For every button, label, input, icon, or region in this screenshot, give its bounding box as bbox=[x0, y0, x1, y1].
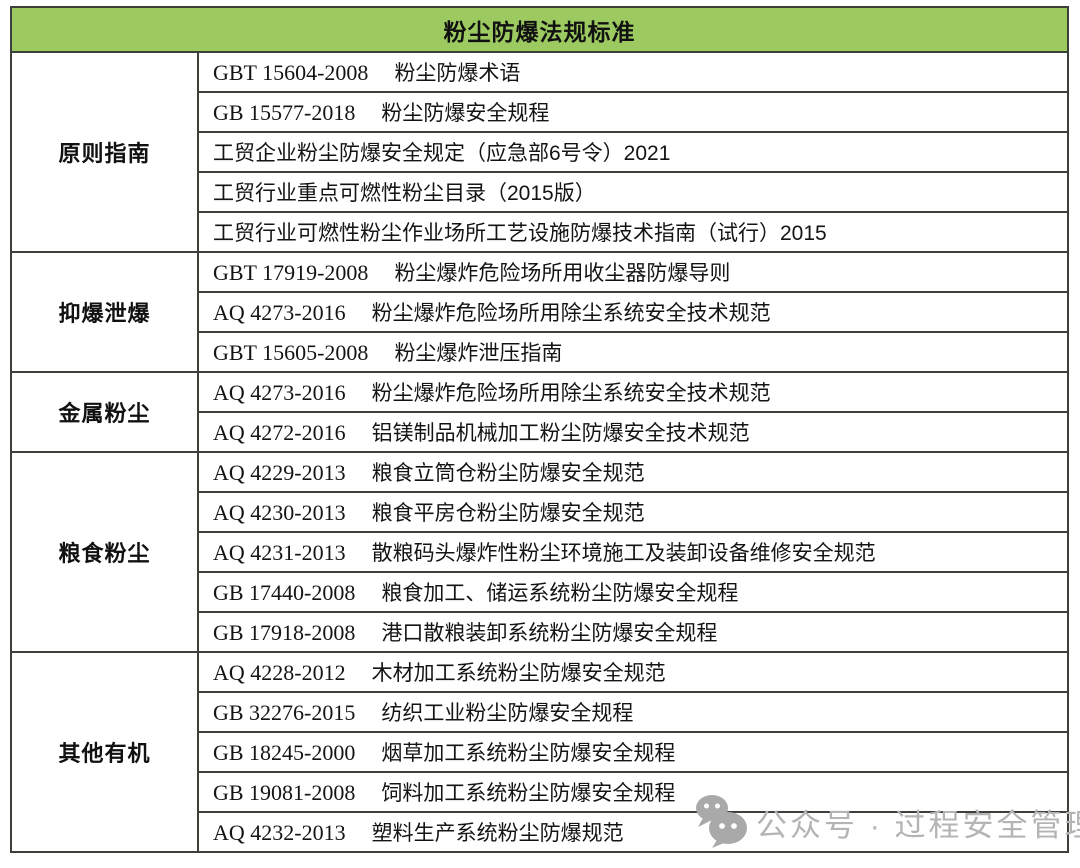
regulation-name: 饲料加工系统粉尘防爆安全规程 bbox=[381, 782, 676, 805]
regulation-name: 木材加工系统粉尘防爆安全规范 bbox=[371, 662, 666, 685]
regulation-code: GBT 15605-2008 bbox=[213, 340, 369, 365]
regulation-code: AQ 4230-2013 bbox=[213, 500, 346, 525]
regulation-code: GBT 15604-2008 bbox=[213, 60, 369, 85]
table-row: 工贸行业可燃性粉尘作业场所工艺设施防爆技术指南（试行）2015 bbox=[11, 211, 1069, 253]
regulation-name: 粮食平房仓粉尘防爆安全规范 bbox=[371, 502, 645, 525]
category-cell-organic: 其他有机 bbox=[10, 651, 199, 853]
regulation-code: GBT 17919-2008 bbox=[213, 260, 369, 285]
regulation-cell: AQ 4273-2016 粉尘爆炸危险场所用除尘系统安全技术规范 bbox=[197, 371, 1069, 413]
regulation-code: AQ 4231-2013 bbox=[213, 540, 346, 565]
regulation-code: GB 17918-2008 bbox=[213, 620, 356, 645]
regulation-name: 纺织工业粉尘防爆安全规程 bbox=[381, 702, 634, 725]
regulation-name: 烟草加工系统粉尘防爆安全规程 bbox=[381, 742, 676, 765]
regulation-name: 粉尘防爆术语 bbox=[394, 62, 521, 85]
table-row: AQ 4273-2016 粉尘爆炸危险场所用除尘系统安全技术规范 bbox=[11, 291, 1069, 333]
regulation-name: 塑料生产系统粉尘防爆规范 bbox=[371, 822, 624, 845]
category-cell-suppression: 抑爆泄爆 bbox=[10, 251, 199, 373]
regulation-name: 工贸企业粉尘防爆安全规定（应急部6号令）2021 bbox=[213, 142, 671, 165]
table-row: GB 17918-2008 港口散粮装卸系统粉尘防爆安全规程 bbox=[11, 611, 1069, 653]
regulation-name: 粉尘爆炸泄压指南 bbox=[394, 342, 563, 365]
regulation-cell: GB 19081-2008 饲料加工系统粉尘防爆安全规程 bbox=[197, 771, 1069, 813]
table-row: 工贸行业重点可燃性粉尘目录（2015版） bbox=[11, 171, 1069, 213]
regulation-cell: AQ 4273-2016 粉尘爆炸危险场所用除尘系统安全技术规范 bbox=[197, 291, 1069, 333]
regulation-cell: GB 32276-2015 纺织工业粉尘防爆安全规程 bbox=[197, 691, 1069, 733]
regulation-cell: AQ 4228-2012 木材加工系统粉尘防爆安全规范 bbox=[197, 651, 1069, 693]
table-row: 粮食粉尘 AQ 4229-2013 粮食立筒仓粉尘防爆安全规范 bbox=[10, 451, 1069, 653]
regulation-name: 粉尘防爆安全规程 bbox=[381, 102, 550, 125]
regulation-cell: 工贸企业粉尘防爆安全规定（应急部6号令）2021 bbox=[197, 131, 1069, 173]
table-row: AQ 4232-2013 塑料生产系统粉尘防爆规范 bbox=[11, 811, 1069, 853]
regulation-cell: GB 17440-2008 粮食加工、储运系统粉尘防爆安全规程 bbox=[197, 571, 1069, 613]
regulation-code: AQ 4229-2013 bbox=[213, 460, 346, 485]
category-cell-metal: 金属粉尘 bbox=[10, 371, 199, 453]
table-row: GB 18245-2000 烟草加工系统粉尘防爆安全规程 bbox=[11, 731, 1069, 773]
regulation-cell: 工贸行业重点可燃性粉尘目录（2015版） bbox=[197, 171, 1069, 213]
document-page: 粉尘防爆法规标准 原则指南 GBT 15604-2008 粉尘防爆术语 GB 15… bbox=[10, 6, 1069, 853]
table-row: 其他有机 AQ 4228-2012 木材加工系统粉尘防爆安全规范 bbox=[10, 651, 1069, 853]
regulation-cell: GB 18245-2000 烟草加工系统粉尘防爆安全规程 bbox=[197, 731, 1069, 773]
regulation-cell: GBT 17919-2008 粉尘爆炸危险场所用收尘器防爆导则 bbox=[197, 251, 1069, 293]
category-cell-principles: 原则指南 bbox=[10, 51, 199, 253]
regulation-cell: GB 15577-2018 粉尘防爆安全规程 bbox=[197, 91, 1069, 133]
regulation-code: AQ 4272-2016 bbox=[213, 420, 346, 445]
regulation-name: 粉尘爆炸危险场所用除尘系统安全技术规范 bbox=[371, 302, 771, 325]
regulation-cell: 工贸行业可燃性粉尘作业场所工艺设施防爆技术指南（试行）2015 bbox=[197, 211, 1069, 253]
table-row: GBT 15605-2008 粉尘爆炸泄压指南 bbox=[11, 331, 1069, 373]
table-row: AQ 4272-2016 铝镁制品机械加工粉尘防爆安全技术规范 bbox=[11, 411, 1069, 453]
regulation-name: 铝镁制品机械加工粉尘防爆安全技术规范 bbox=[371, 422, 750, 445]
regulation-cell: GBT 15604-2008 粉尘防爆术语 bbox=[197, 51, 1069, 93]
regulation-name: 粮食加工、储运系统粉尘防爆安全规程 bbox=[381, 582, 739, 605]
regulation-name: 散粮码头爆炸性粉尘环境施工及装卸设备维修安全规范 bbox=[371, 542, 876, 565]
regulation-name: 工贸行业可燃性粉尘作业场所工艺设施防爆技术指南（试行）2015 bbox=[213, 222, 827, 245]
table-row: 工贸企业粉尘防爆安全规定（应急部6号令）2021 bbox=[11, 131, 1069, 173]
regulation-code: GB 15577-2018 bbox=[213, 100, 356, 125]
category-cell-grain: 粮食粉尘 bbox=[10, 451, 199, 653]
regulation-cell: AQ 4232-2013 塑料生产系统粉尘防爆规范 bbox=[197, 811, 1069, 853]
regulation-code: GB 32276-2015 bbox=[213, 700, 356, 725]
regulation-cell: GBT 15605-2008 粉尘爆炸泄压指南 bbox=[197, 331, 1069, 373]
regulation-code: AQ 4273-2016 bbox=[213, 300, 346, 325]
table-row: 原则指南 GBT 15604-2008 粉尘防爆术语 bbox=[10, 51, 1069, 253]
table-row: GB 19081-2008 饲料加工系统粉尘防爆安全规程 bbox=[11, 771, 1069, 813]
table-row: GB 17440-2008 粮食加工、储运系统粉尘防爆安全规程 bbox=[11, 571, 1069, 613]
regulation-cell: AQ 4272-2016 铝镁制品机械加工粉尘防爆安全技术规范 bbox=[197, 411, 1069, 453]
table-row: AQ 4230-2013 粮食平房仓粉尘防爆安全规范 bbox=[11, 491, 1069, 533]
regulation-code: GB 19081-2008 bbox=[213, 780, 356, 805]
regulation-cell: AQ 4231-2013 散粮码头爆炸性粉尘环境施工及装卸设备维修安全规范 bbox=[197, 531, 1069, 573]
regulation-cell: AQ 4230-2013 粮食平房仓粉尘防爆安全规范 bbox=[197, 491, 1069, 533]
regulation-name: 港口散粮装卸系统粉尘防爆安全规程 bbox=[381, 622, 718, 645]
regulations-table: 粉尘防爆法规标准 原则指南 GBT 15604-2008 粉尘防爆术语 GB 15… bbox=[10, 6, 1069, 853]
regulation-cell: AQ 4229-2013 粮食立筒仓粉尘防爆安全规范 bbox=[197, 451, 1069, 493]
table-row: AQ 4231-2013 散粮码头爆炸性粉尘环境施工及装卸设备维修安全规范 bbox=[11, 531, 1069, 573]
regulation-name: 粉尘爆炸危险场所用收尘器防爆导则 bbox=[394, 262, 731, 285]
regulation-code: GB 18245-2000 bbox=[213, 740, 356, 765]
table-title: 粉尘防爆法规标准 bbox=[10, 6, 1069, 53]
regulation-name: 粮食立筒仓粉尘防爆安全规范 bbox=[371, 462, 645, 485]
table-row: 抑爆泄爆 GBT 17919-2008 粉尘爆炸危险场所用收尘器防爆导则 bbox=[10, 251, 1069, 373]
regulation-name: 粉尘爆炸危险场所用除尘系统安全技术规范 bbox=[371, 382, 771, 405]
regulation-code: AQ 4273-2016 bbox=[213, 380, 346, 405]
table-row: GB 15577-2018 粉尘防爆安全规程 bbox=[11, 91, 1069, 133]
regulation-name: 工贸行业重点可燃性粉尘目录（2015版） bbox=[213, 182, 596, 205]
table-row: 金属粉尘 AQ 4273-2016 粉尘爆炸危险场所用除尘系统安全技术规范 bbox=[10, 371, 1069, 453]
regulation-code: AQ 4228-2012 bbox=[213, 660, 346, 685]
regulation-code: GB 17440-2008 bbox=[213, 580, 356, 605]
regulation-cell: GB 17918-2008 港口散粮装卸系统粉尘防爆安全规程 bbox=[197, 611, 1069, 653]
table-row: GB 32276-2015 纺织工业粉尘防爆安全规程 bbox=[11, 691, 1069, 733]
regulation-code: AQ 4232-2013 bbox=[213, 820, 346, 845]
